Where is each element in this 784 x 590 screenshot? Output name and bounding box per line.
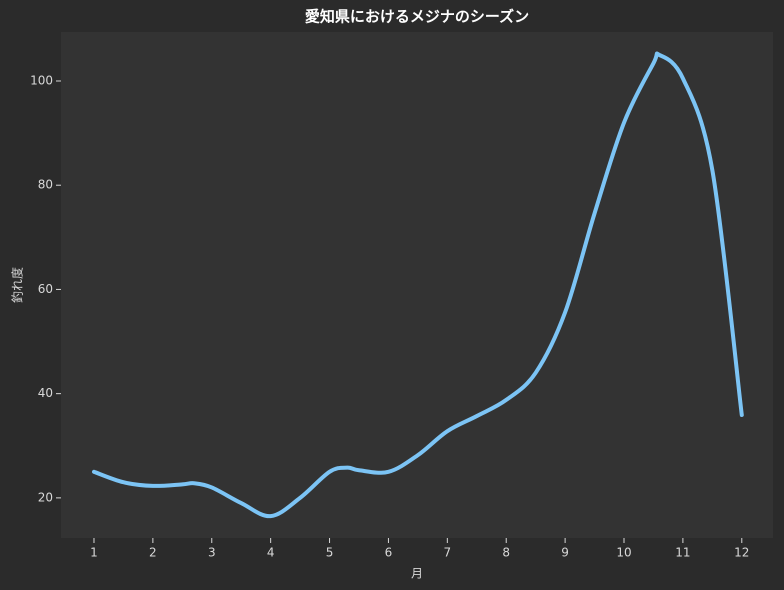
x-tick-label: 3 bbox=[208, 546, 216, 560]
y-tick-label: 20 bbox=[38, 490, 53, 504]
line-series bbox=[91, 51, 744, 519]
x-tick-label: 5 bbox=[326, 546, 334, 560]
y-tick-label: 40 bbox=[38, 386, 53, 400]
plot-area bbox=[61, 32, 773, 538]
y-tick-label: 60 bbox=[38, 282, 53, 296]
chart-title: 愛知県におけるメジナのシーズン bbox=[305, 8, 529, 26]
x-tick-label: 2 bbox=[149, 546, 157, 560]
y-axis-label: 釣れ度 bbox=[10, 267, 25, 303]
x-tick-label: 7 bbox=[444, 546, 452, 560]
x-tick-label: 10 bbox=[616, 546, 631, 560]
x-tick-label: 4 bbox=[267, 546, 275, 560]
x-tick-label: 9 bbox=[561, 546, 569, 560]
x-tick-label: 11 bbox=[675, 546, 690, 560]
y-tick-label: 80 bbox=[38, 178, 53, 192]
x-tick-label: 8 bbox=[502, 546, 510, 560]
x-tick-label: 1 bbox=[90, 546, 98, 560]
y-tick-label: 100 bbox=[30, 73, 53, 87]
x-axis-label: 月 bbox=[411, 567, 423, 581]
x-tick-label: 6 bbox=[385, 546, 393, 560]
x-tick-label: 12 bbox=[734, 546, 749, 560]
